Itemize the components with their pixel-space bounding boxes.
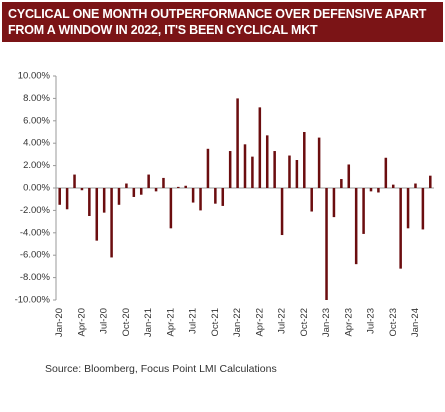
x-tick-label: Jul-22 [277,308,288,334]
bar [391,184,395,188]
y-tick-label: -10.00% [15,295,51,306]
bar [414,183,417,188]
bar [421,188,425,230]
x-tick-label: Jan-21 [143,308,154,337]
x-tick-label: Jan-22 [232,308,243,337]
bar [332,188,336,218]
bar [65,188,69,210]
bar [177,186,180,188]
bar [347,164,351,188]
bar [58,188,61,205]
x-tick-label: Jan-23 [321,308,332,337]
y-tick-label: -4.00% [20,227,51,238]
y-tick-label: 6.00% [23,115,50,126]
chart-title: CYCLICAL ONE MONTH OUTPERFORMANCE OVER D… [2,2,443,42]
bar [102,188,106,213]
bar [317,137,321,188]
bar [243,144,247,188]
bar [369,188,373,192]
bar [110,188,113,258]
y-tick-label: -6.00% [20,250,51,261]
x-tick-label: Oct-21 [210,308,221,337]
bar [221,188,225,206]
bar [73,174,76,188]
bar [280,188,284,236]
bar [354,188,358,265]
x-tick-label: Oct-20 [121,308,132,337]
y-tick-label: 8.00% [23,93,50,104]
bar [429,175,432,188]
bar [236,98,239,188]
source: Source: Bloomberg, Focus Point LMI Calcu… [45,363,277,375]
y-tick-label: -8.00% [20,272,51,283]
bar [295,160,299,188]
x-tick-label: Jul-23 [366,308,377,334]
x-tick-label: Oct-22 [299,308,310,337]
x-tick-label: Apr-22 [254,308,265,337]
y-tick-label: -2.00% [20,205,51,216]
bar [303,132,306,188]
y-tick-label: 10.00% [18,71,51,82]
bar [95,188,99,241]
x-tick-label: Apr-20 [76,308,87,337]
bar [154,188,158,192]
bar [80,188,84,191]
bar [191,188,195,203]
bar [139,188,143,195]
bar [117,188,121,205]
x-tick-label: Apr-21 [165,308,176,337]
bar [288,155,291,188]
x-tick-label: Jan-24 [410,308,421,337]
bar [340,179,343,188]
bar [214,188,217,204]
bar [384,157,388,188]
bar [169,188,173,229]
bar [147,174,150,188]
x-tick-label: Apr-23 [343,308,354,337]
bar [325,188,328,300]
bar [88,188,91,216]
x-tick-label: Jan-20 [54,308,65,337]
bar [251,156,254,188]
bar [206,148,210,188]
y-tick-label: 0.00% [23,183,50,194]
bar [273,151,276,188]
bar [399,188,402,269]
bar [162,177,165,188]
bar [362,188,365,234]
bar [406,188,410,229]
y-tick-label: 2.00% [23,160,50,171]
bar [258,107,262,188]
x-tick-label: Jul-20 [99,308,110,334]
bar [228,151,232,188]
bar [184,185,187,188]
x-tick-label: Oct-23 [388,308,399,337]
bar [132,188,136,197]
bar [377,188,380,193]
bar [310,188,313,212]
y-tick-label: 4.00% [23,138,50,149]
bar [265,135,269,188]
bar [199,188,202,211]
bar [125,183,128,188]
x-tick-label: Jul-21 [188,308,199,334]
